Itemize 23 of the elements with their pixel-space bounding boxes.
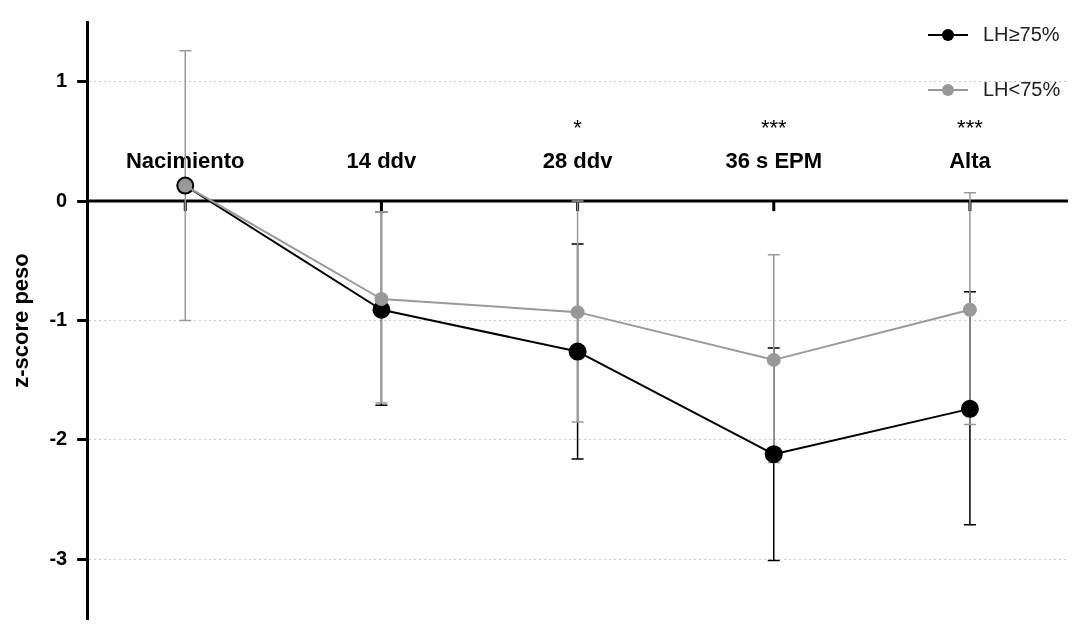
point [374, 292, 389, 307]
x-tick-label: 14 ddv [346, 148, 418, 174]
x-tick-label: Alta [949, 148, 992, 174]
point [568, 342, 587, 361]
annotation: *** [957, 115, 984, 141]
y-tick-label: 0 [56, 188, 68, 211]
x-tick-label: 36 s EPM [725, 148, 823, 174]
x-tick-label: Nacimiento [125, 148, 245, 174]
y-tick-label: -2 [49, 427, 68, 450]
y-tick-label: -3 [49, 546, 68, 569]
legend-label: LH<75% [983, 77, 1061, 100]
y-tick-label: -1 [49, 308, 68, 331]
point [766, 352, 781, 367]
point [962, 302, 977, 317]
y-axis-title: z-score peso [8, 253, 34, 388]
point [764, 445, 783, 464]
annotation: *** [760, 115, 788, 141]
point [570, 305, 585, 320]
legend-label: LH≥75% [983, 22, 1060, 45]
y-tick-label: 1 [56, 69, 68, 92]
annotation: * [573, 115, 583, 141]
x-tick-label: 28 ddv [542, 148, 614, 174]
point [960, 399, 979, 418]
